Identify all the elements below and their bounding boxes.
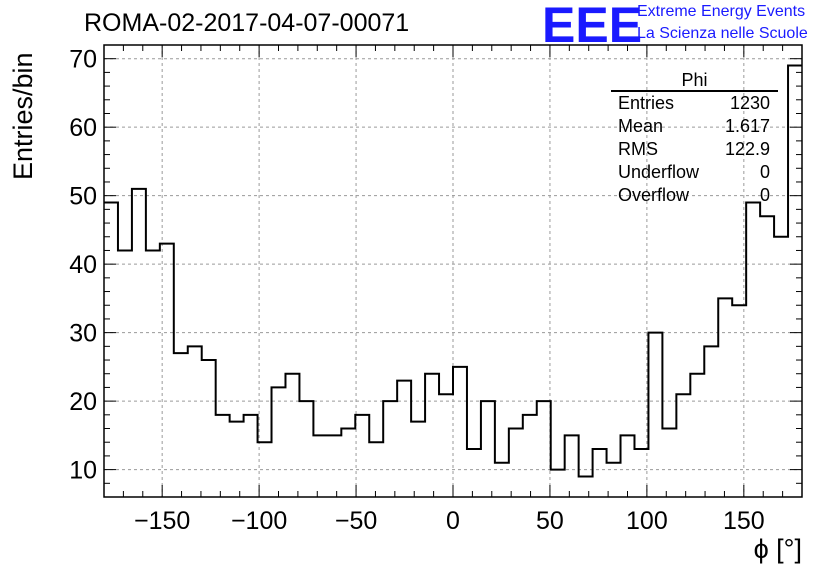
x-axis-label: ϕ [°] (753, 534, 802, 564)
x-tick-label: 0 (446, 507, 460, 535)
y-axis-label: Entries/bin (8, 52, 38, 180)
stats-box: Phi Entries 1230 Mean 1.617 RMS 122.9 Un… (610, 70, 778, 207)
logo-line-1: Extreme Energy Events (637, 3, 806, 20)
stats-row-underflow: Underflow 0 (610, 161, 778, 184)
eee-logo: EEE (542, 0, 643, 53)
histogram-line (104, 64, 802, 478)
y-tick-label: 60 (69, 114, 97, 142)
stats-value: 0 (759, 162, 770, 182)
stats-label: Entries (618, 93, 675, 113)
stats-value: 1230 (729, 93, 770, 113)
y-tick-label: 20 (69, 388, 97, 416)
x-tick-label: −100 (231, 507, 287, 535)
stats-label: Overflow (618, 185, 690, 205)
y-tick-label: 40 (69, 251, 97, 279)
x-tick-label: 150 (723, 507, 765, 535)
stats-row-entries: Entries 1230 (610, 92, 778, 115)
x-tick-label: −50 (335, 507, 377, 535)
y-tick-label: 70 (69, 46, 97, 74)
logo-line-2: La Scienza nelle Scuole (637, 25, 808, 42)
x-tick-label: −150 (134, 507, 190, 535)
stats-row-overflow: Overflow 0 (610, 184, 778, 207)
x-tick-label: 50 (536, 507, 564, 535)
stats-value: 122.9 (724, 139, 770, 159)
y-tick-label: 10 (69, 457, 97, 485)
run-title: ROMA-02-2017-04-07-00071 (84, 9, 410, 37)
x-tick-label: 100 (626, 507, 668, 535)
stats-title: Phi (611, 70, 778, 92)
stats-value: 1.617 (724, 116, 770, 136)
stats-label: Underflow (618, 162, 700, 182)
stats-label: RMS (618, 139, 658, 159)
stats-row-rms: RMS 122.9 (610, 138, 778, 161)
y-tick-label: 50 (69, 183, 97, 211)
stats-value: 0 (759, 185, 770, 205)
y-tick-label: 30 (69, 320, 97, 348)
stats-label: Mean (618, 116, 664, 136)
stats-row-mean: Mean 1.617 (610, 115, 778, 138)
